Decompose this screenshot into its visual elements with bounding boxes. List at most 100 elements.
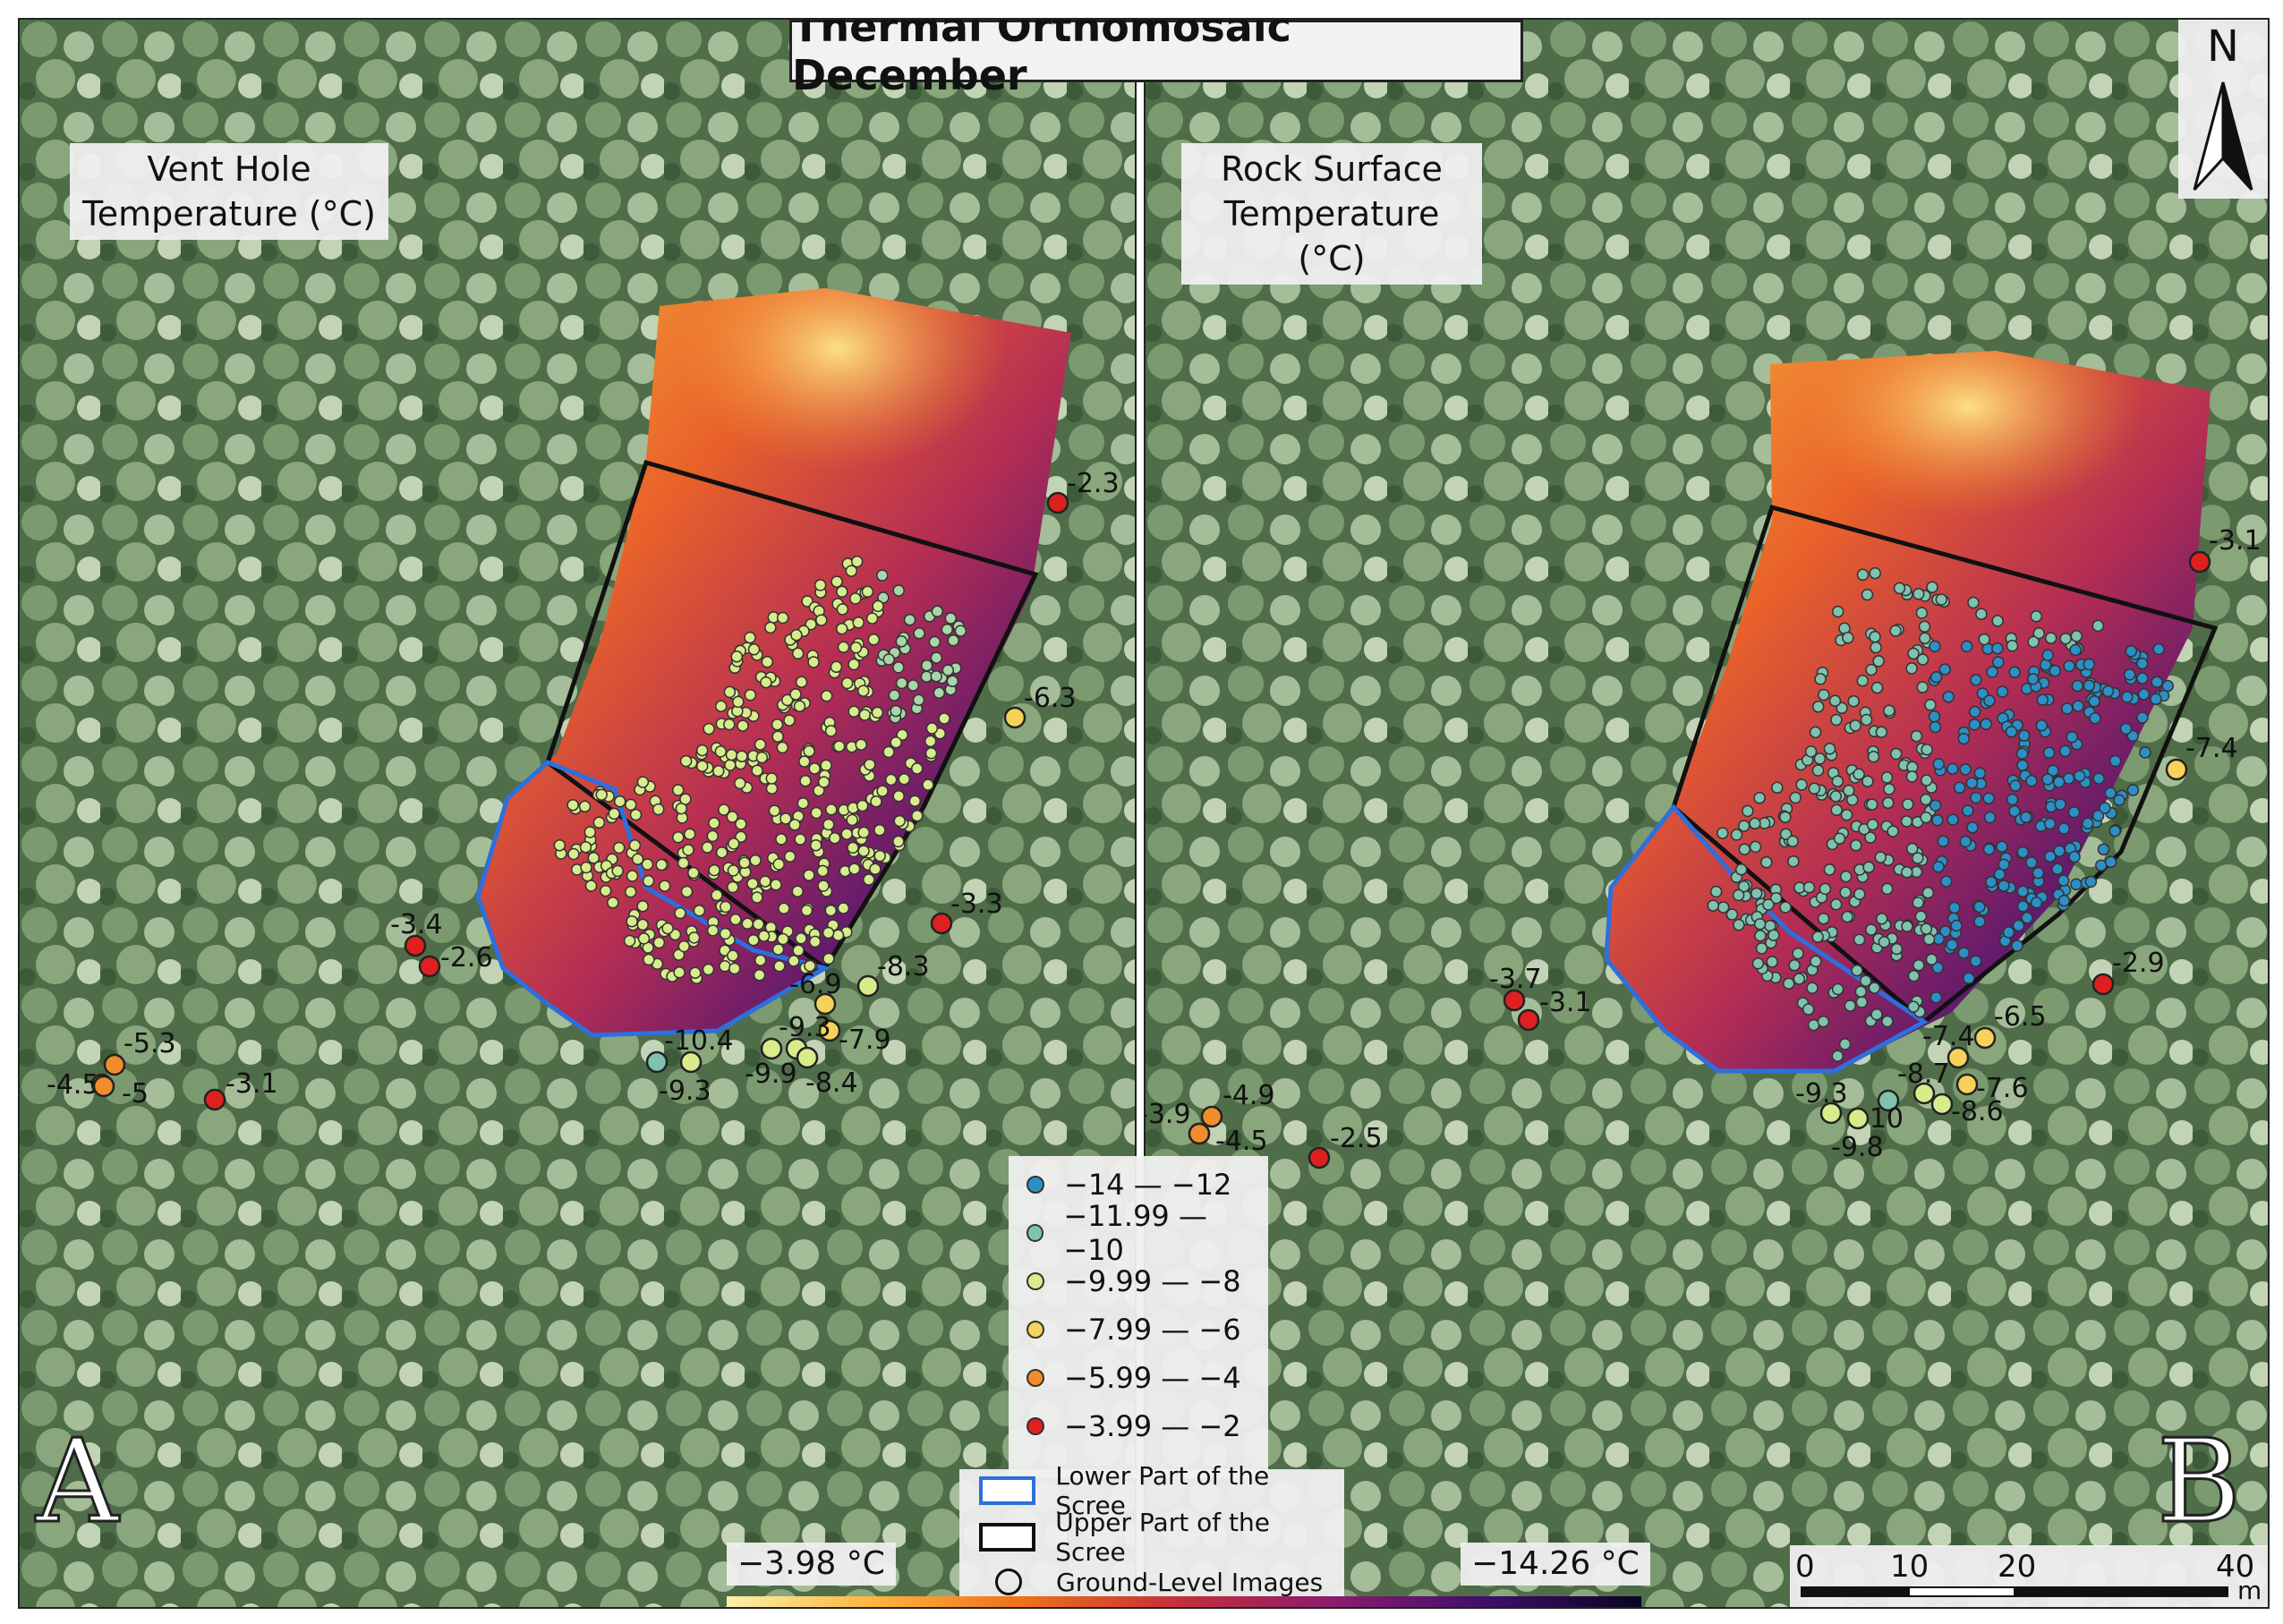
vent-sample-dot bbox=[1973, 767, 1987, 779]
vent-sample-dot bbox=[1947, 813, 1959, 826]
vent-sample-dot bbox=[1750, 887, 1763, 900]
vent-sample-dot bbox=[718, 803, 730, 816]
vent-sample-dot bbox=[1931, 961, 1944, 974]
vent-sample-dot bbox=[1753, 917, 1767, 931]
vent-sample-dot bbox=[770, 879, 782, 891]
vent-sample-dot bbox=[1838, 1038, 1852, 1050]
temperature-point bbox=[760, 1037, 783, 1060]
vent-sample-dot bbox=[735, 818, 747, 830]
vent-sample-dot bbox=[2084, 875, 2098, 889]
temperature-point bbox=[1973, 1026, 1997, 1050]
vent-sample-dot bbox=[873, 823, 886, 837]
temperature-point-label: -8.6 bbox=[1951, 1096, 2004, 1127]
vent-sample-dot bbox=[903, 613, 916, 626]
vent-sample-dot bbox=[2139, 746, 2151, 759]
vent-sample-dot bbox=[1960, 640, 1973, 653]
vent-sample-dot bbox=[1830, 713, 1843, 727]
vent-sample-dot bbox=[1839, 870, 1853, 883]
vent-sample-dot bbox=[848, 705, 860, 718]
vent-sample-dot bbox=[1900, 815, 1913, 828]
temperature-point bbox=[1819, 1101, 1843, 1125]
vent-sample-dot bbox=[1924, 699, 1937, 711]
vent-sample-dot bbox=[1860, 713, 1873, 727]
vent-sample-dot bbox=[795, 932, 807, 945]
vent-sample-dot bbox=[682, 844, 694, 856]
vent-sample-dot bbox=[2054, 798, 2066, 811]
vent-sample-dot bbox=[1844, 999, 1857, 1012]
vent-sample-dot bbox=[2030, 897, 2043, 909]
vent-sample-dot bbox=[2027, 635, 2040, 649]
vent-sample-dot bbox=[625, 798, 637, 812]
vent-sample-dot bbox=[1869, 566, 1881, 580]
vent-sample-dot bbox=[2099, 802, 2111, 814]
vent-sample-dot bbox=[578, 800, 592, 813]
vent-sample-dot bbox=[2019, 811, 2032, 824]
vent-sample-dot bbox=[765, 782, 779, 795]
temperature-point bbox=[814, 992, 837, 1016]
thermal-colorbar bbox=[727, 1596, 1641, 1607]
legend-dot bbox=[1026, 1272, 1044, 1290]
temperature-point-label: -2.9 bbox=[2112, 948, 2165, 979]
temperature-point-label: -3.1 bbox=[1539, 987, 1592, 1018]
vent-sample-dot bbox=[711, 889, 723, 902]
vent-sample-dot bbox=[1771, 781, 1784, 795]
vent-sample-dot bbox=[1840, 809, 1853, 821]
vent-sample-dot bbox=[1847, 694, 1860, 708]
vent-sample-dot bbox=[2041, 649, 2054, 661]
vent-sample-dot bbox=[1831, 775, 1844, 787]
vent-sample-dot bbox=[1875, 913, 1888, 925]
vent-sample-dot bbox=[677, 940, 691, 953]
temperature-point bbox=[645, 1050, 669, 1074]
legend-label: −7.99 — −6 bbox=[1064, 1313, 1241, 1347]
vent-sample-dot bbox=[1829, 898, 1843, 911]
vent-sample-dot bbox=[2051, 863, 2064, 876]
vent-sample-dot bbox=[1842, 632, 1854, 644]
vent-sample-dot bbox=[2008, 666, 2021, 679]
temperature-point-label: -9.9 bbox=[745, 1059, 797, 1090]
vent-sample-dot bbox=[892, 789, 905, 803]
vent-sample-dot bbox=[1890, 942, 1904, 956]
vent-sample-dot bbox=[2049, 664, 2061, 677]
vent-sample-dot bbox=[1734, 863, 1748, 876]
vent-sample-dot bbox=[741, 917, 754, 931]
vent-sample-dot bbox=[1976, 687, 1989, 700]
vent-sample-dot bbox=[720, 900, 732, 914]
vent-sample-dot bbox=[723, 685, 737, 699]
vent-sample-dot bbox=[1889, 747, 1903, 761]
vent-sample-dot bbox=[1957, 732, 1971, 745]
vent-sample-dot bbox=[2089, 711, 2101, 725]
vent-sample-dot bbox=[1998, 880, 2010, 892]
vent-sample-dot bbox=[1732, 889, 1745, 902]
vent-sample-dot bbox=[755, 751, 769, 764]
vent-sample-dot bbox=[2151, 676, 2163, 689]
temperature-point-label: -3.1 bbox=[2209, 525, 2262, 557]
vent-sample-dot bbox=[884, 773, 898, 786]
vent-sample-dot bbox=[579, 840, 592, 854]
temperature-point-label: -10.4 bbox=[664, 1025, 734, 1057]
vent-sample-dot bbox=[856, 684, 870, 697]
vent-sample-dot bbox=[1926, 581, 1938, 593]
vent-sample-dot bbox=[882, 745, 895, 759]
vent-sample-dot bbox=[928, 635, 941, 649]
vent-sample-dot bbox=[1948, 901, 1961, 914]
vent-sample-dot bbox=[587, 852, 601, 864]
vent-sample-dot bbox=[608, 807, 620, 821]
vent-sample-dot bbox=[876, 785, 889, 797]
vent-sample-dot bbox=[1920, 923, 1933, 935]
vent-sample-dot bbox=[628, 839, 642, 852]
legend-dot bbox=[1026, 1417, 1044, 1435]
vent-sample-dot bbox=[792, 944, 805, 957]
vent-sample-dot bbox=[737, 719, 749, 732]
vent-sample-dot bbox=[595, 788, 608, 801]
vent-sample-dot bbox=[1929, 720, 1942, 734]
vent-sample-dot bbox=[706, 924, 720, 937]
colorbar-max-label: −14.26 °C bbox=[1461, 1543, 1650, 1586]
vent-sample-dot bbox=[612, 841, 626, 855]
vent-sample-dot bbox=[2104, 786, 2117, 799]
vent-sample-dot bbox=[1749, 817, 1761, 830]
vent-sample-dot bbox=[1969, 955, 1982, 967]
vent-sample-dot bbox=[655, 858, 668, 872]
vent-sample-dot bbox=[642, 874, 655, 888]
vent-sample-dot bbox=[566, 798, 579, 812]
vent-sample-dot bbox=[1806, 982, 1819, 994]
